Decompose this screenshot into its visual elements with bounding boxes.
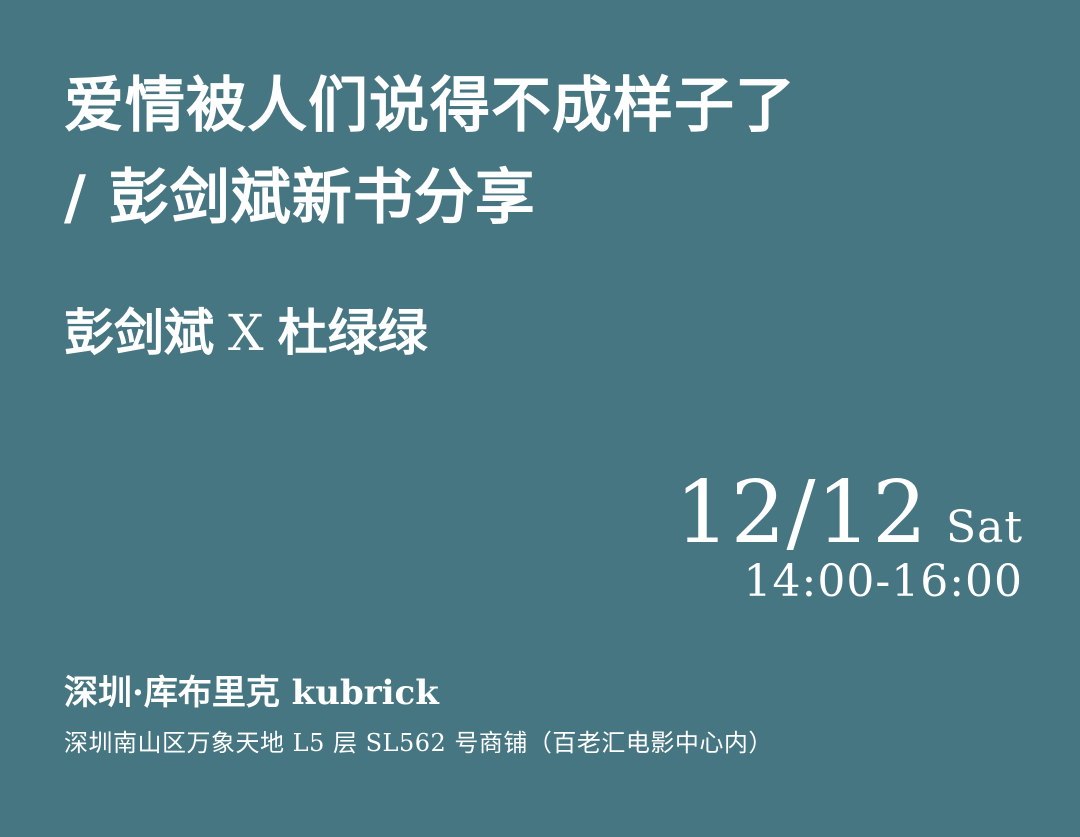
event-time: 14:00-16:00 — [743, 556, 1023, 607]
speaker-separator: X — [228, 304, 264, 362]
event-title-line-2: / 彭剑斌新书分享 — [64, 163, 536, 233]
event-title-line-1: 爱情被人们说得不成样子了 — [64, 71, 796, 141]
event-datetime: 12/12 Sat 14:00-16:00 — [675, 470, 1023, 604]
venue-name: 深圳·库布里克 kubrick — [64, 673, 439, 713]
event-day: Sat — [945, 502, 1023, 553]
speaker-1: 彭剑斌 — [64, 303, 214, 362]
event-date-row: 12/12 Sat — [675, 470, 1023, 556]
event-date: 12/12 — [675, 463, 928, 563]
venue-address: 深圳南山区万象天地 L5 层 SL562 号商铺（百老汇电影中心内） — [64, 729, 773, 757]
speakers: 彭剑斌 X 杜绿绿 — [64, 308, 428, 359]
speaker-2: 杜绿绿 — [277, 303, 428, 362]
